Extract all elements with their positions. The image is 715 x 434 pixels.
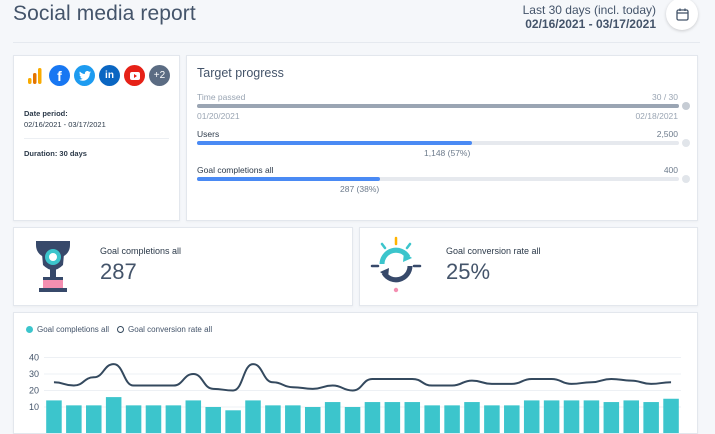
facebook-icon[interactable]: f	[49, 65, 70, 86]
users-fill	[197, 141, 472, 145]
chart-bar	[245, 400, 261, 433]
chart-bar	[464, 402, 480, 433]
kpi-value: 25%	[446, 259, 491, 284]
legend-item[interactable]: Goal completions all	[37, 325, 110, 334]
linkedin-icon[interactable]: in	[99, 65, 120, 86]
chart-bar	[583, 400, 600, 433]
y-tick-label: 20	[29, 386, 39, 396]
info-card: f in +2 Date period: 02/16/2021 - 03/17/…	[13, 55, 180, 221]
legend-swatch-bars	[26, 326, 33, 333]
chart-bar	[145, 405, 162, 433]
chart-bar	[225, 410, 241, 433]
youtube-icon[interactable]	[124, 65, 145, 86]
chart-bar	[623, 400, 639, 433]
check-icon	[682, 102, 690, 110]
chart-bar	[265, 405, 281, 433]
target-progress-title: Target progress	[197, 66, 284, 80]
chart-bar	[285, 405, 301, 433]
date-range-label: Last 30 days (incl. today)	[522, 3, 656, 17]
chart-bar	[86, 405, 102, 433]
goals-target: 400	[663, 165, 678, 175]
users-target: 2,500	[656, 129, 678, 139]
kpi-label: Goal completions all	[100, 246, 182, 256]
goals-bar	[197, 175, 690, 183]
chart-bar	[543, 400, 560, 433]
chart-bar	[46, 400, 62, 433]
chart-bar	[424, 405, 440, 433]
twitter-icon[interactable]	[74, 65, 95, 86]
time-passed-start: 01/20/2021	[197, 111, 240, 121]
kpi-conversion-rate[interactable]: Goal conversion rate all 25%	[359, 227, 698, 306]
date-period-value: 02/16/2021 - 03/17/2021	[24, 120, 106, 129]
chart-bar	[324, 402, 341, 433]
page-title: Social media report	[13, 2, 196, 25]
users-label: Users	[197, 129, 220, 139]
chart-bar	[444, 405, 460, 433]
time-passed-fill	[197, 104, 679, 108]
more-sources-badge[interactable]: +2	[149, 65, 170, 86]
date-period-label: Date period:	[24, 109, 68, 118]
chart-bar	[66, 405, 82, 433]
chart-bar	[304, 407, 321, 433]
y-tick-label: 40	[29, 353, 39, 363]
chart-bar	[663, 398, 679, 433]
trophy-icon	[36, 241, 70, 292]
target-progress-card: Target progress Time passed 30 / 30 01/2…	[186, 55, 698, 221]
time-passed-value: 30 / 30	[652, 92, 678, 102]
calendar-icon	[675, 8, 689, 21]
chart-bar	[484, 405, 500, 433]
chart-bar	[523, 400, 540, 433]
conversion-cycle-icon	[370, 236, 422, 293]
chart-bar	[205, 407, 221, 433]
goals-bar-end	[682, 175, 690, 183]
google-analytics-icon[interactable]	[24, 65, 45, 86]
combo-chart: 10 20 30 40	[29, 353, 681, 433]
series-line	[53, 363, 672, 392]
chart-bar	[344, 407, 361, 433]
users-progress-text: 1,148 (57%)	[424, 148, 471, 158]
date-range-display[interactable]: Last 30 days (incl. today) 02/16/2021 - …	[523, 3, 656, 31]
goals-fill	[197, 177, 381, 181]
chart-bar	[364, 402, 381, 433]
users-bar-end	[682, 139, 690, 147]
goals-progress-text: 287 (38%)	[340, 184, 380, 194]
info-divider	[24, 138, 169, 139]
goals-label: Goal completions all	[197, 165, 274, 175]
chart-bar	[185, 400, 202, 433]
data-sources: f in +2	[24, 65, 170, 86]
chart-bar	[165, 405, 182, 433]
chart-bar	[105, 397, 122, 433]
date-range-dates: 02/16/2021 - 03/17/2021	[525, 17, 656, 31]
chart-bar	[563, 400, 580, 433]
calendar-button[interactable]	[666, 0, 698, 30]
chart-bar	[504, 405, 520, 433]
legend-swatch-line	[117, 326, 125, 333]
users-bar	[197, 139, 690, 147]
time-passed-bar	[197, 102, 690, 110]
chart-bar	[404, 402, 421, 433]
kpi-value: 287	[100, 259, 137, 284]
time-passed-label: Time passed	[197, 92, 246, 102]
kpi-label: Goal conversion rate all	[446, 246, 541, 256]
duration-text: Duration: 30 days	[24, 149, 87, 158]
chart-legend: Goal completions all Goal conversion rat…	[26, 325, 212, 334]
chart-bar	[384, 402, 401, 433]
time-passed-end: 02/18/2021	[635, 111, 678, 121]
kpi-goal-completions[interactable]: Goal completions all 287	[13, 227, 353, 306]
chart-bar	[125, 405, 142, 433]
chart-bar	[603, 402, 620, 433]
chart-card: Goal completions all Goal conversion rat…	[13, 312, 698, 434]
legend-item[interactable]: Goal conversion rate all	[128, 325, 213, 334]
y-tick-label: 10	[29, 402, 39, 412]
chart-bar	[643, 402, 659, 433]
y-tick-label: 30	[29, 369, 39, 379]
header-divider	[13, 42, 700, 43]
